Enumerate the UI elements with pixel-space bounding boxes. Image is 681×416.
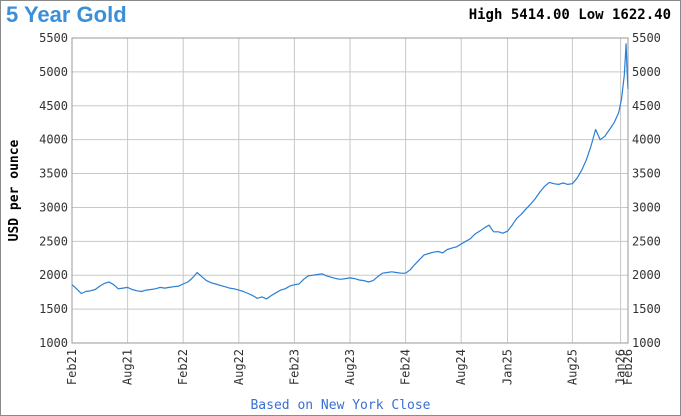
- x-tick-label: Feb24: [399, 349, 413, 385]
- high-low-readout: High 5414.00 Low 1622.40: [468, 7, 671, 23]
- x-tick-label: Feb23: [287, 349, 301, 385]
- chart-grid: [71, 37, 629, 344]
- y-tick-label-right: 2000: [632, 268, 661, 282]
- x-tick-label: Feb21: [65, 349, 79, 385]
- footer-note: Based on New York Close: [250, 398, 431, 413]
- y-tick-label-right: 3000: [632, 200, 661, 214]
- x-tick-label: Aug25: [565, 349, 579, 385]
- y-tick-label-right: 1000: [632, 336, 661, 350]
- y-tick-label-right: 1500: [632, 302, 661, 316]
- x-tick-label: Aug24: [454, 349, 468, 385]
- y-tick-label-left: 4000: [39, 133, 68, 147]
- chart-title: 5 Year Gold: [6, 2, 127, 27]
- x-tick-label: Aug22: [232, 349, 246, 385]
- plot-border: [71, 37, 629, 344]
- y-tick-label-right: 4000: [632, 133, 661, 147]
- y-tick-label-left: 1500: [39, 302, 68, 316]
- y-tick-label-left: 1000: [39, 336, 68, 350]
- y-tick-label-left: 5500: [39, 31, 68, 45]
- x-tick-label: Feb22: [176, 349, 190, 385]
- y-axis-right: 1000 1500 2000 2500 3000 3500 4000 4500 5000 5500: [632, 31, 661, 350]
- y-tick-label-right: 5500: [632, 31, 661, 45]
- x-axis: Feb21 Aug21 Feb22 Aug22 Feb23 Aug23 Feb24 Aug24…: [65, 349, 635, 385]
- x-tick-label: Jan26: [614, 349, 628, 385]
- y-tick-label-right: 3500: [632, 167, 661, 181]
- y-tick-label-right: 5000: [632, 65, 661, 79]
- y-tick-label-left: 4500: [39, 99, 68, 113]
- x-tick-label: Jan25: [501, 349, 515, 385]
- y-tick-label-left: 3000: [39, 200, 68, 214]
- y-tick-label-left: 3500: [39, 167, 68, 181]
- y-axis-label: USD per ounce: [7, 139, 22, 241]
- y-tick-label-left: 5000: [39, 65, 68, 79]
- x-tick-label: Aug21: [121, 349, 135, 385]
- y-axis-left: 1000 1500 2000 2500 3000 3500 4000 4500 5000 5500: [39, 31, 68, 350]
- price-series-line: [71, 43, 629, 300]
- y-tick-label-left: 2000: [39, 268, 68, 282]
- x-tick-label: Feb26: [621, 349, 635, 385]
- y-tick-label-right: 4500: [632, 99, 661, 113]
- y-tick-label-right: 2500: [632, 234, 661, 248]
- x-tick-label: Aug23: [343, 349, 357, 385]
- y-tick-label-left: 2500: [39, 234, 68, 248]
